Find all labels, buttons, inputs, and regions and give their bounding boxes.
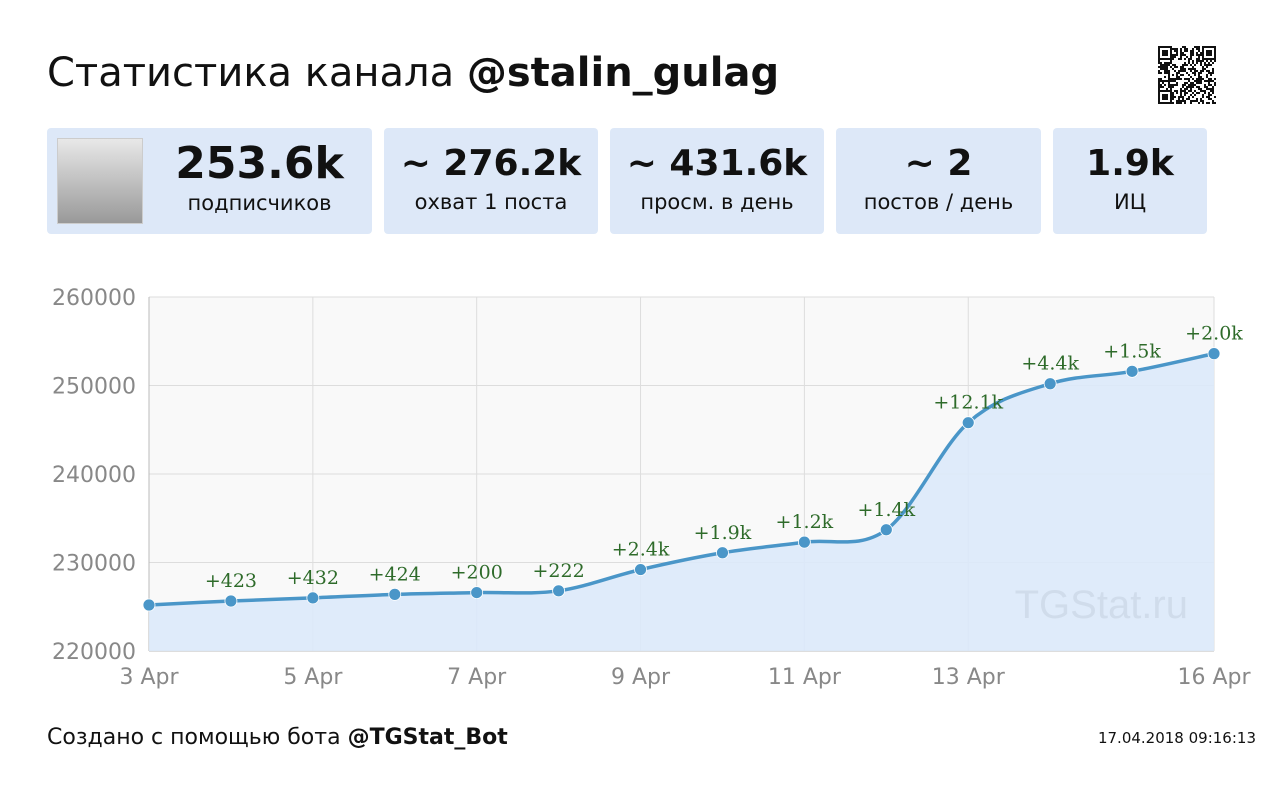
x-tick-label: 3 Apr bbox=[119, 665, 179, 690]
footer-credit: Создано с помощью бота @TGStat_Bot bbox=[47, 725, 508, 750]
data-point bbox=[797, 535, 811, 549]
data-label: +12.1k bbox=[933, 392, 1003, 414]
stat-card-views: ~ 431.6k просм. в день bbox=[610, 128, 824, 234]
stat-card-reach: ~ 276.2k охват 1 поста bbox=[384, 128, 598, 234]
y-tick-label: 220000 bbox=[52, 640, 136, 665]
x-tick-label: 13 Apr bbox=[932, 665, 1006, 690]
stat-label: постов / день bbox=[863, 190, 1014, 214]
data-point bbox=[1125, 364, 1139, 378]
x-tick-label: 9 Apr bbox=[611, 665, 671, 690]
data-label: +432 bbox=[287, 567, 339, 589]
stat-label: подписчиков bbox=[187, 191, 332, 215]
timestamp: 17.04.2018 09:16:13 bbox=[1097, 729, 1256, 747]
y-tick-label: 250000 bbox=[52, 375, 136, 400]
data-label: +1.5k bbox=[1103, 340, 1161, 362]
data-point bbox=[716, 546, 729, 560]
stat-value: 1.9k bbox=[1086, 143, 1174, 184]
x-tick-label: 16 Apr bbox=[1177, 665, 1251, 690]
area-fill bbox=[149, 353, 1214, 651]
stat-label: охват 1 поста bbox=[414, 190, 568, 214]
data-label: +424 bbox=[369, 563, 421, 585]
y-tick-label: 260000 bbox=[52, 286, 136, 311]
stat-label: ИЦ bbox=[1113, 190, 1146, 214]
data-label: +222 bbox=[533, 560, 585, 582]
x-tick-label: 7 Apr bbox=[447, 665, 507, 690]
x-tick-label: 5 Apr bbox=[283, 665, 343, 690]
data-point bbox=[224, 594, 238, 608]
stat-value: 253.6k bbox=[175, 138, 344, 189]
y-tick-label: 230000 bbox=[52, 552, 136, 577]
stat-card-subscribers: 253.6k подписчиков bbox=[47, 128, 372, 234]
stat-card-citation-index: 1.9k ИЦ bbox=[1053, 128, 1207, 234]
data-label: +4.4k bbox=[1021, 353, 1079, 375]
stat-label: просм. в день bbox=[640, 190, 794, 214]
data-label: +2.0k bbox=[1185, 323, 1243, 345]
data-label: +1.9k bbox=[694, 522, 752, 544]
data-point bbox=[879, 523, 893, 537]
channel-name: @stalin_gulag bbox=[466, 50, 780, 96]
data-point bbox=[388, 587, 402, 601]
series-line bbox=[148, 351, 1215, 607]
data-point bbox=[1043, 377, 1057, 391]
avatar bbox=[57, 138, 143, 224]
data-label: +2.4k bbox=[612, 539, 670, 561]
data-label: +1.4k bbox=[857, 499, 915, 521]
data-point bbox=[306, 591, 320, 605]
page-title: Статистика канала @stalin_gulag bbox=[47, 50, 780, 96]
data-point bbox=[142, 598, 156, 612]
stat-value: ~ 2 bbox=[904, 143, 973, 184]
stat-card-posts: ~ 2 постов / день bbox=[836, 128, 1041, 234]
stat-value: ~ 276.2k bbox=[400, 143, 582, 184]
data-label: +200 bbox=[451, 562, 503, 584]
data-point bbox=[1207, 347, 1221, 361]
data-label: +1.2k bbox=[776, 511, 834, 533]
x-tick-label: 11 Apr bbox=[768, 665, 842, 690]
stat-value: ~ 431.6k bbox=[626, 143, 808, 184]
qr-code-icon bbox=[1158, 46, 1216, 104]
data-point bbox=[961, 416, 975, 430]
y-tick-label: 240000 bbox=[52, 463, 136, 488]
bot-link[interactable]: @TGStat_Bot bbox=[347, 725, 508, 750]
data-label: +423 bbox=[205, 570, 257, 592]
data-point bbox=[552, 584, 566, 598]
data-point bbox=[634, 563, 647, 576]
data-point bbox=[470, 586, 484, 599]
